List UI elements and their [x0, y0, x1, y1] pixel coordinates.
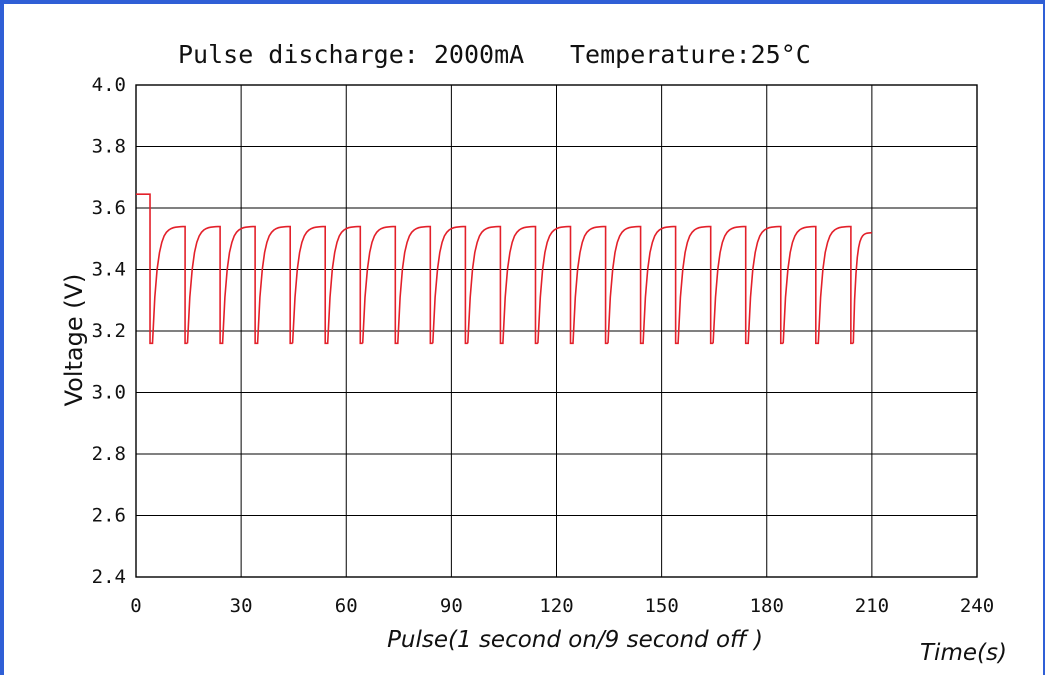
voltage-series-line — [136, 193, 872, 345]
y-tick-label: 2.4 — [92, 566, 126, 588]
y-tick-label: 3.2 — [92, 320, 126, 342]
x-tick-label: 90 — [440, 595, 463, 617]
x-tick-label: 30 — [230, 595, 253, 617]
y-tick-label: 2.8 — [92, 443, 126, 465]
x-tick-label: 120 — [539, 595, 573, 617]
x-tick-labels: 0 30 60 90 120 150 180 210 240 — [130, 595, 994, 617]
y-tick-label: 2.6 — [92, 505, 126, 527]
grid-lines — [135, 84, 978, 578]
y-axis-label: Voltage (V) — [60, 274, 88, 407]
x-tick-label: 210 — [855, 595, 889, 617]
x-tick-label: 180 — [750, 595, 784, 617]
y-tick-labels: 4.0 3.8 3.6 3.4 3.2 3.0 2.8 2.6 2.4 — [92, 74, 126, 588]
x-axis-label: Pulse(1 second on/9 second off ) — [387, 627, 763, 653]
x-axis-unit-label: Time(s) — [920, 640, 1007, 666]
y-tick-label: 4.0 — [92, 74, 126, 96]
chart-title-discharge: Pulse discharge: 2000mA — [178, 40, 524, 69]
voltage-series — [136, 193, 872, 345]
y-tick-label: 3.8 — [92, 136, 126, 158]
y-tick-label: 3.4 — [92, 259, 126, 281]
chart-title-temperature: Temperature:25°C — [570, 40, 811, 69]
x-tick-label: 60 — [335, 595, 358, 617]
x-tick-label: 240 — [960, 595, 994, 617]
y-tick-label: 3.0 — [92, 382, 126, 404]
x-tick-label: 150 — [644, 595, 678, 617]
y-tick-label: 3.6 — [92, 197, 126, 219]
x-tick-label: 0 — [130, 595, 141, 617]
